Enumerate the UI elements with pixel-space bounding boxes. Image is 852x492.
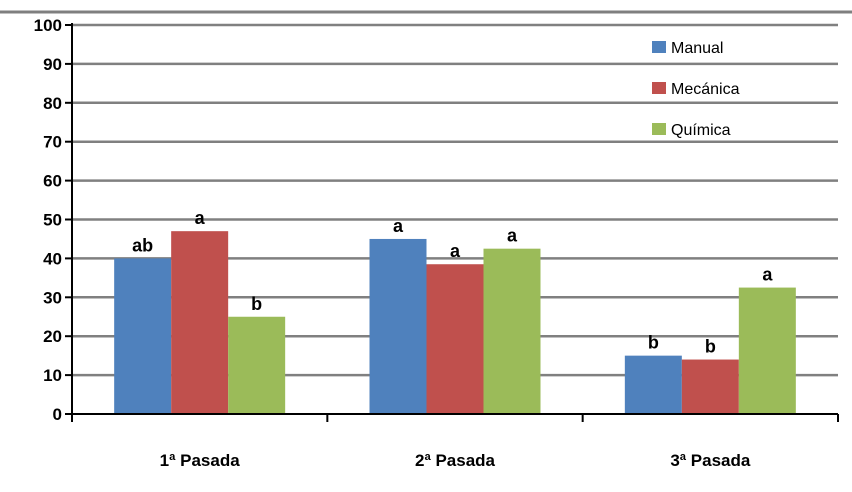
y-tick-labels: 0 10 20 30 40 50 60 70 80 90 100 [34,16,62,424]
y-tick-label: 100 [34,16,62,35]
significance-label: a [195,208,206,228]
significance-label: a [450,241,461,261]
y-tick-label: 10 [43,366,62,385]
y-tick-label: 50 [43,211,62,230]
legend-swatch [652,123,666,135]
significance-label: a [507,226,518,246]
y-tick-label: 80 [43,94,62,113]
significance-label: a [393,216,404,236]
y-tick-label: 30 [43,288,62,307]
significance-label: a [762,265,773,285]
legend: Manual Mecánica Química [652,40,740,139]
bars [114,231,796,414]
y-tick-label: 20 [43,327,62,346]
significance-label: b [648,333,659,353]
x-category-label: 3ª Pasada [670,451,751,470]
bar-mecánica-1 [171,231,229,414]
bar-mecánica-2 [426,264,484,414]
bar-manual-3 [624,355,682,414]
y-tick-label: 70 [43,133,62,152]
bar-química-2 [483,248,541,414]
bar-manual-1 [114,258,172,414]
significance-label: b [251,294,262,314]
x-category-label: 1ª Pasada [160,451,241,470]
bar-química-1 [228,316,286,414]
y-tick-label: 90 [43,55,62,74]
legend-label: Manual [671,40,723,57]
x-category-labels: 1ª Pasada 2ª Pasada 3ª Pasada [160,451,751,470]
bar-manual-2 [369,238,427,414]
legend-swatch [652,41,666,53]
legend-label: Química [671,122,731,139]
y-tick-label: 40 [43,249,62,268]
significance-label: b [705,337,716,357]
y-tick-label: 60 [43,172,62,191]
x-category-label: 2ª Pasada [415,451,496,470]
axes [65,23,839,422]
y-tick-label: 0 [53,405,62,424]
significance-label: ab [132,235,153,255]
legend-swatch [652,82,666,94]
bar-química-3 [738,287,796,414]
legend-label: Mecánica [671,81,740,98]
bar-mecánica-3 [681,359,739,414]
